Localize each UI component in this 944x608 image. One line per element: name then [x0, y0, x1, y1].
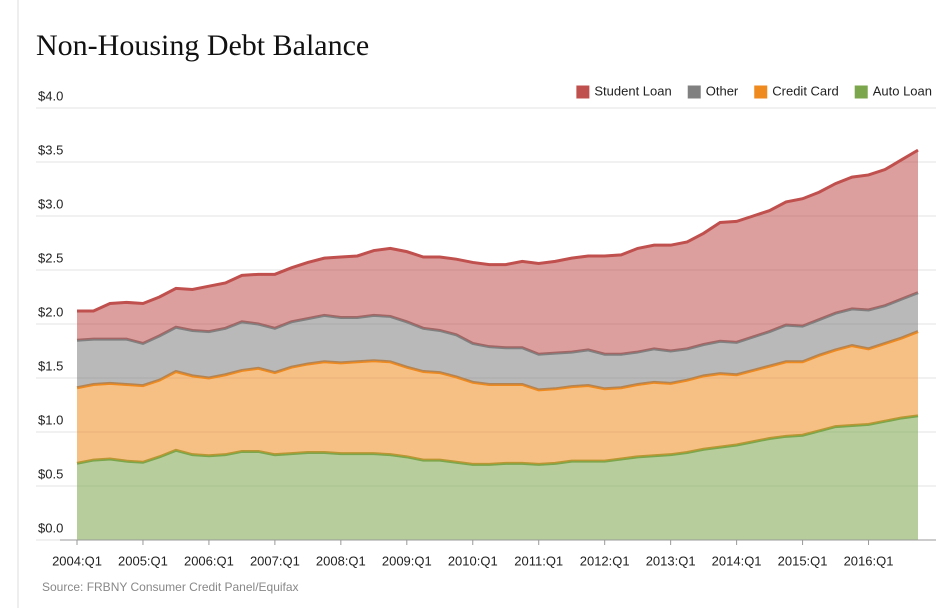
legend-swatch: [576, 85, 590, 99]
y-tick-label: $4.0: [38, 88, 63, 103]
y-tick-label: $0.5: [38, 466, 63, 481]
x-tick-label: 2006:Q1: [184, 553, 234, 568]
x-tick-label: 2010:Q1: [448, 553, 498, 568]
area: [77, 415, 918, 540]
y-tick-label: $3.0: [38, 196, 63, 211]
x-tick-label: 2012:Q1: [580, 553, 630, 568]
legend-label: Student Loan: [594, 83, 671, 98]
area: [77, 292, 918, 390]
x-tick-label: 2005:Q1: [118, 553, 168, 568]
y-tick-label: $2.5: [38, 250, 63, 265]
area: [77, 150, 918, 355]
area: [77, 331, 918, 465]
chart-title: Non-Housing Debt Balance: [36, 29, 369, 62]
y-tick-label: $3.5: [38, 142, 63, 157]
x-tick-label: 2013:Q1: [646, 553, 696, 568]
legend-label: Auto Loan: [873, 83, 932, 98]
x-tick-label: 2004:Q1: [52, 553, 102, 568]
legend-swatch: [754, 85, 768, 99]
legend-label: Credit Card: [772, 83, 838, 98]
y-tick-label: $1.5: [38, 358, 63, 373]
series-line: [77, 148, 919, 313]
x-tick-label: 2011:Q1: [514, 553, 563, 568]
y-tick-label: $0.0: [38, 520, 63, 535]
legend-swatch: [854, 85, 868, 99]
y-tick-label: $1.0: [38, 412, 63, 427]
x-tick-label: 2009:Q1: [382, 553, 432, 568]
x-tick-label: 2015:Q1: [778, 553, 828, 568]
y-tick-label: $2.0: [38, 304, 63, 319]
legend-swatch: [687, 85, 701, 99]
x-tick-label: 2008:Q1: [316, 553, 366, 568]
source: Source: FRBNY Consumer Credit Panel/Equi…: [42, 580, 299, 594]
x-tick-label: 2016:Q1: [844, 553, 894, 568]
x-tick-label: 2007:Q1: [250, 553, 300, 568]
legend-label: Other: [706, 83, 739, 98]
x-tick-label: 2014:Q1: [712, 553, 762, 568]
